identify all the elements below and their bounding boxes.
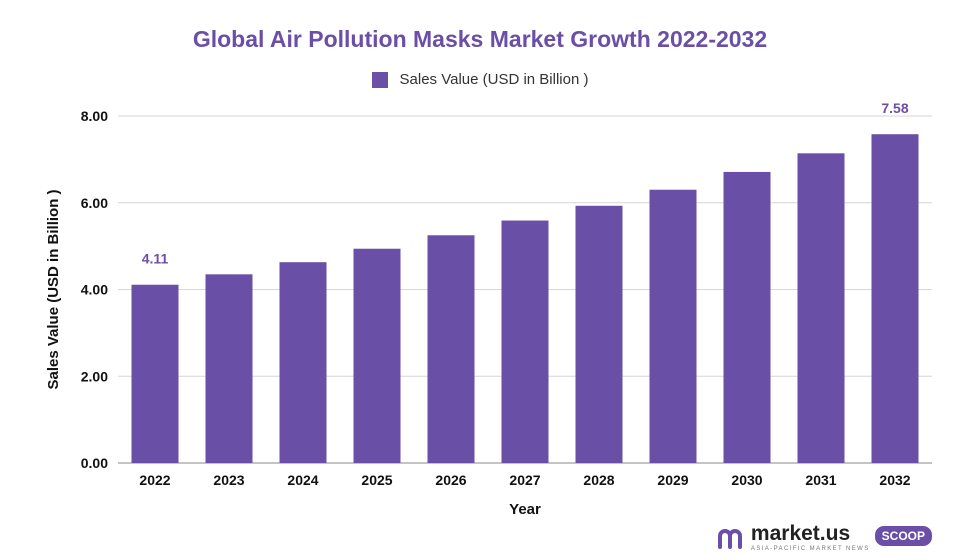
x-tick-label: 2032 <box>879 472 910 488</box>
x-tick-label: 2026 <box>435 472 466 488</box>
x-tick-label: 2029 <box>657 472 688 488</box>
bar <box>353 248 401 463</box>
y-tick-label: 0.00 <box>81 455 108 471</box>
brand-name: market.us <box>750 522 851 545</box>
y-tick-label: 2.00 <box>81 368 108 384</box>
brand-badge: SCOOP <box>874 526 932 546</box>
data-label: 7.58 <box>881 100 908 116</box>
bar <box>871 134 919 463</box>
bar-chart: 4.117.58 0.002.004.006.008.00 2022 2023 20… <box>45 100 932 518</box>
bar <box>279 262 327 463</box>
y-tick-label: 6.00 <box>81 195 108 211</box>
legend: Sales Value (USD in Billion ) <box>0 71 960 88</box>
bar <box>649 189 697 464</box>
legend-swatch <box>371 71 388 88</box>
bar <box>131 284 179 463</box>
bar <box>723 171 771 464</box>
chart-title: Global Air Pollution Masks Market Growth… <box>192 26 768 52</box>
legend-label: Sales Value (USD in Billion ) <box>399 71 589 88</box>
x-tick-label: 2025 <box>361 472 392 488</box>
x-tick-label: 2023 <box>213 472 244 488</box>
bar <box>205 274 253 463</box>
y-axis-title: Sales Value (USD in Billion ) <box>45 189 62 389</box>
x-tick-label: 2028 <box>583 472 614 488</box>
y-axis-ticks: 0.00 2.00 4.00 6.00 8.00 <box>81 108 108 471</box>
market-us-logo-icon <box>717 529 742 549</box>
y-tick-label: 8.00 <box>81 108 108 124</box>
bar <box>575 205 623 463</box>
data-label: 4.11 <box>142 251 169 267</box>
brand-tagline: ASIA-PACIFIC MARKET NEWS <box>750 546 870 552</box>
x-tick-label: 2027 <box>509 472 540 488</box>
x-axis-ticks: 2022 2023 2024 2025 2026 2027 2028 2029 2030 2031… <box>139 472 910 488</box>
x-tick-label: 2031 <box>805 472 836 488</box>
brand-logo: market.us ASIA-PACIFIC MARKET NEWS SCOOP <box>717 522 932 552</box>
data-labels: 4.11 7.58 <box>142 100 909 267</box>
x-axis-title: Year <box>509 501 541 518</box>
bar <box>501 220 549 463</box>
bar <box>797 153 845 464</box>
x-tick-label: 2030 <box>731 472 762 488</box>
x-tick-label: 2024 <box>287 472 318 488</box>
y-tick-label: 4.00 <box>81 282 108 298</box>
bars <box>131 134 919 464</box>
bar <box>427 235 475 463</box>
x-tick-label: 2022 <box>139 472 170 488</box>
